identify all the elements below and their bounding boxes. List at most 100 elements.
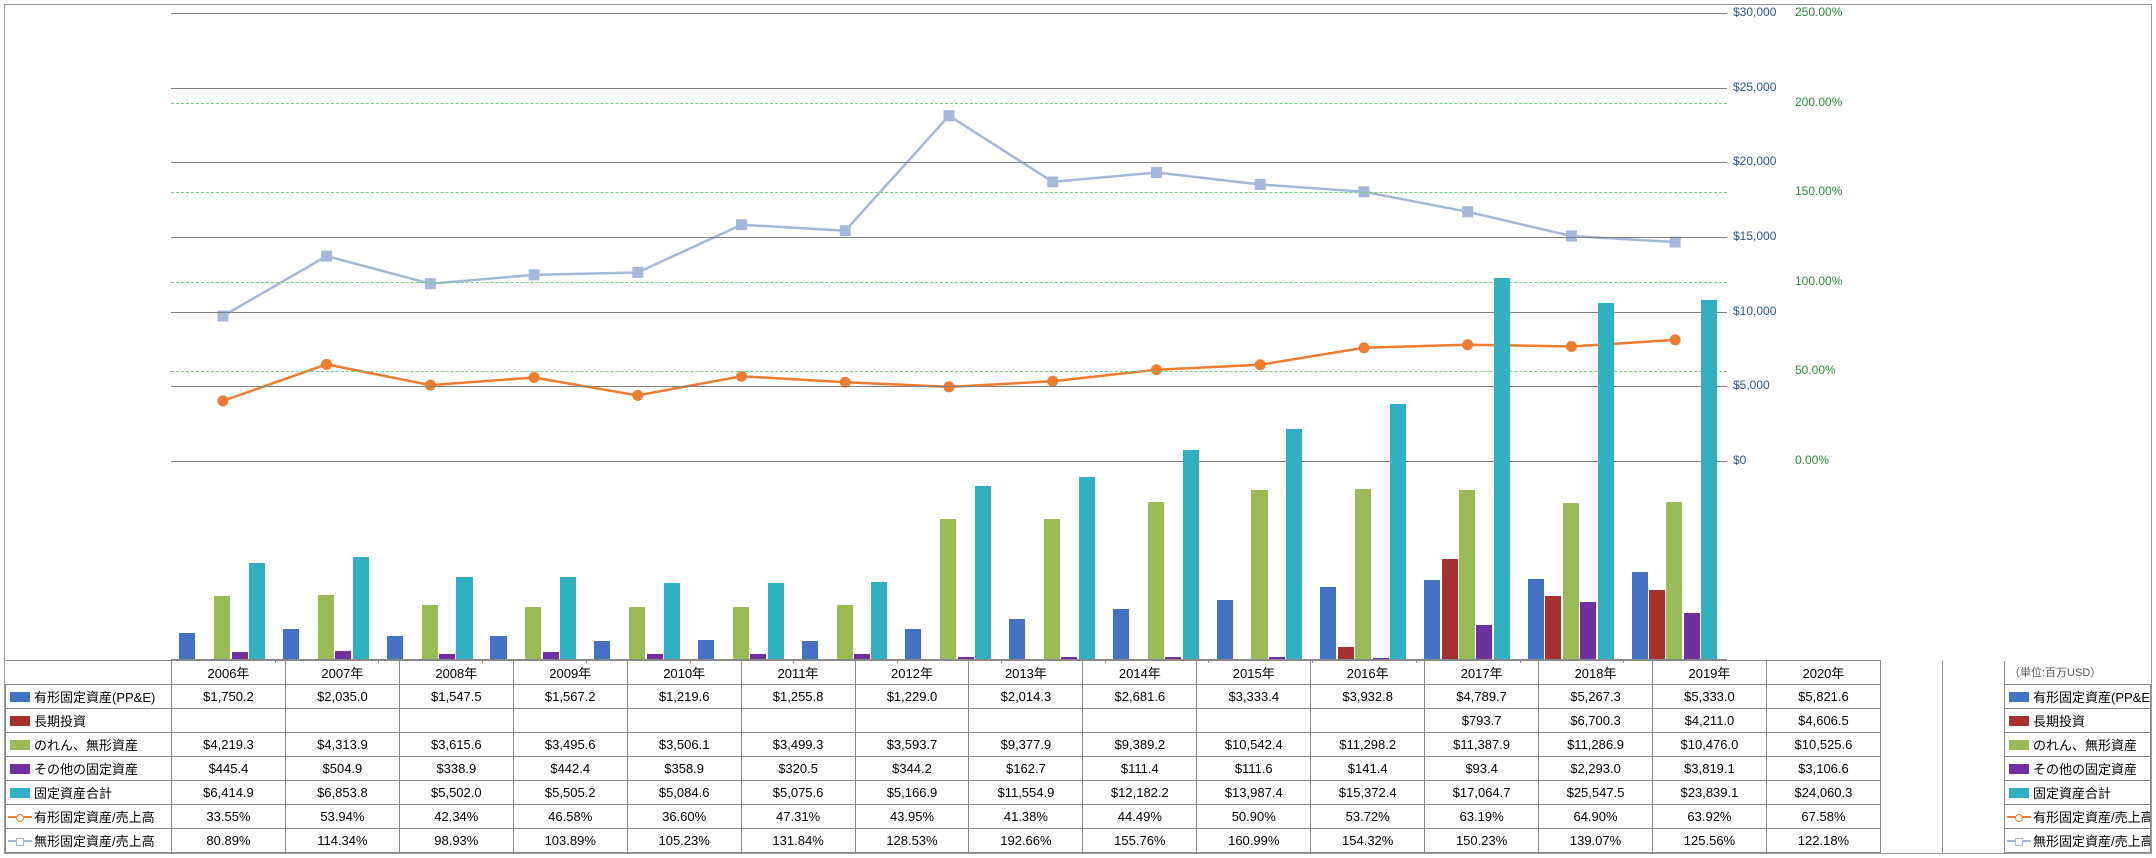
- marker-ppe_ratio: [322, 359, 332, 369]
- data-cell: $5,166.9: [855, 781, 969, 805]
- bar-other: [335, 651, 351, 659]
- data-table: 2006年2007年2008年2009年2010年2011年2012年2013年…: [5, 660, 2151, 853]
- series-label-left: 有形固定資産/売上高: [6, 805, 172, 829]
- data-cell: 44.49%: [1083, 805, 1197, 829]
- bar-other: [1061, 657, 1077, 659]
- data-cell: $1,229.0: [855, 685, 969, 709]
- bar-intangible: [1044, 519, 1060, 659]
- data-cell: 131.84%: [741, 829, 855, 853]
- data-cell: [172, 709, 286, 733]
- bar-total: [1183, 450, 1199, 659]
- marker-int_ratio: [944, 111, 954, 121]
- data-cell: $4,211.0: [1652, 709, 1766, 733]
- bar-intangible: [525, 607, 541, 659]
- data-cell: $6,853.8: [285, 781, 399, 805]
- bar-ltinv: [1338, 647, 1354, 659]
- data-cell: $1,750.2: [172, 685, 286, 709]
- marker-int_ratio: [1151, 168, 1161, 178]
- data-cell: 192.66%: [969, 829, 1083, 853]
- data-cell: 33.55%: [172, 805, 286, 829]
- marker-ppe_ratio: [633, 390, 643, 400]
- data-cell: $5,084.6: [627, 781, 741, 805]
- data-cell: $17,064.7: [1425, 781, 1539, 805]
- marker-ppe_ratio: [218, 396, 228, 406]
- data-cell: $1,547.5: [399, 685, 513, 709]
- bar-total: [353, 557, 369, 659]
- bar-other: [439, 654, 455, 659]
- data-cell: $3,106.6: [1766, 757, 1880, 781]
- year-header: 2013年: [969, 661, 1083, 685]
- bar-other: [232, 652, 248, 659]
- y2-tick-label: 250.00%: [1795, 5, 1842, 19]
- series-label-left: 固定資産合計: [6, 781, 172, 805]
- data-cell: [513, 709, 627, 733]
- bar-intangible: [214, 596, 230, 659]
- data-cell: $3,593.7: [855, 733, 969, 757]
- data-cell: $5,505.2: [513, 781, 627, 805]
- bar-intangible: [837, 605, 853, 659]
- data-cell: $9,389.2: [1083, 733, 1197, 757]
- data-cell: $4,313.9: [285, 733, 399, 757]
- bar-total: [560, 577, 576, 659]
- marker-ppe_ratio: [737, 371, 747, 381]
- bar-ltinv: [1649, 590, 1665, 659]
- y1-tick-label: $20,000: [1733, 154, 1776, 168]
- data-cell: $10,476.0: [1652, 733, 1766, 757]
- y1-tick-label: $30,000: [1733, 5, 1776, 19]
- data-cell: $344.2: [855, 757, 969, 781]
- data-cell: 160.99%: [1197, 829, 1311, 853]
- data-cell: 43.95%: [855, 805, 969, 829]
- data-cell: 53.72%: [1311, 805, 1425, 829]
- data-cell: $11,387.9: [1425, 733, 1539, 757]
- data-cell: $2,014.3: [969, 685, 1083, 709]
- data-cell: 53.94%: [285, 805, 399, 829]
- bar-total: [1079, 477, 1095, 659]
- data-cell: $4,789.7: [1425, 685, 1539, 709]
- data-cell: $24,060.3: [1766, 781, 1880, 805]
- data-cell: [399, 709, 513, 733]
- bar-total: [1286, 429, 1302, 659]
- bar-intangible: [1355, 489, 1371, 659]
- marker-int_ratio: [737, 220, 747, 230]
- bar-ppe: [1217, 600, 1233, 659]
- marker-ppe_ratio: [1670, 335, 1680, 345]
- marker-ppe_ratio: [1566, 341, 1576, 351]
- year-header: 2019年: [1652, 661, 1766, 685]
- data-cell: $3,499.3: [741, 733, 855, 757]
- data-cell: $5,075.6: [741, 781, 855, 805]
- year-header: 2017年: [1425, 661, 1539, 685]
- series-label-left: のれん、無形資産: [6, 733, 172, 757]
- data-cell: $442.4: [513, 757, 627, 781]
- data-cell: $445.4: [172, 757, 286, 781]
- data-cell: 150.23%: [1425, 829, 1539, 853]
- year-header: 2020年: [1766, 661, 1880, 685]
- marker-ppe_ratio: [425, 380, 435, 390]
- data-cell: $15,372.4: [1311, 781, 1425, 805]
- data-cell: $3,932.8: [1311, 685, 1425, 709]
- bar-intangible: [422, 605, 438, 659]
- data-cell: 42.34%: [399, 805, 513, 829]
- bar-total: [1701, 300, 1717, 659]
- series-label-right: その他の固定資産: [2005, 757, 2151, 781]
- bar-intangible: [1459, 490, 1475, 659]
- y2-tick-label: 100.00%: [1795, 274, 1842, 288]
- bar-other: [1373, 658, 1389, 659]
- data-cell: 128.53%: [855, 829, 969, 853]
- data-cell: [1197, 709, 1311, 733]
- y2-tick-label: 50.00%: [1795, 363, 1836, 377]
- y1-axis-cell: [1881, 661, 1943, 853]
- data-cell: $93.4: [1425, 757, 1539, 781]
- data-cell: $25,547.5: [1539, 781, 1653, 805]
- series-label-right: 有形固定資産/売上高: [2005, 805, 2151, 829]
- bar-other: [1684, 613, 1700, 659]
- bar-total: [249, 563, 265, 659]
- plot-area: $0$5,000$10,000$15,000$20,000$25,000$30,…: [171, 13, 1727, 660]
- data-cell: $9,377.9: [969, 733, 1083, 757]
- marker-ppe_ratio: [529, 373, 539, 383]
- data-cell: [969, 709, 1083, 733]
- data-cell: $141.4: [1311, 757, 1425, 781]
- marker-int_ratio: [529, 270, 539, 280]
- y1-tick-label: $5,000: [1733, 378, 1770, 392]
- y1-tick-label: $0: [1733, 453, 1746, 467]
- bar-ppe: [283, 629, 299, 659]
